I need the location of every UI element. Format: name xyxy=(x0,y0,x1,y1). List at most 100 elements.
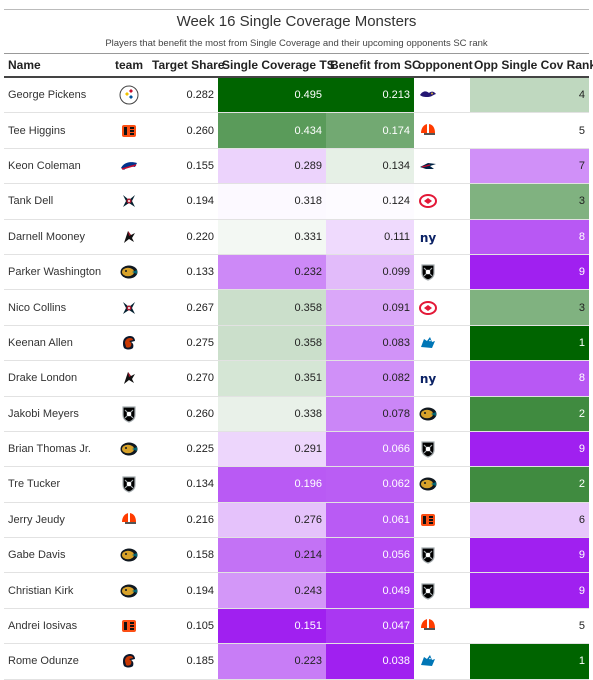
team-cell xyxy=(110,572,148,609)
benefit-cell: 0.062 xyxy=(326,466,414,503)
table-row: Parker Washington 0.133 0.232 0.099 9 xyxy=(4,254,589,291)
benefit-cell: 0.082 xyxy=(326,360,414,397)
lions-logo xyxy=(418,333,438,353)
player-name: Jakobi Meyers xyxy=(4,396,110,432)
opp-rank-cell: 5 xyxy=(470,112,589,149)
table-row: Gabe Davis 0.158 0.214 0.056 9 xyxy=(4,537,589,574)
col-header-team: team xyxy=(110,53,148,78)
benefit-cell: 0.174 xyxy=(326,112,414,149)
col-header-opponent: opponent xyxy=(414,53,473,78)
benefit-cell: 0.083 xyxy=(326,325,414,362)
team-cell xyxy=(110,502,148,539)
single-coverage-ts-cell: 0.151 xyxy=(218,608,326,645)
single-coverage-ts-cell: 0.495 xyxy=(218,77,326,114)
player-name: Keenan Allen xyxy=(4,325,110,362)
target-share-cell: 0.185 xyxy=(148,643,218,680)
jaguars-logo xyxy=(119,581,139,601)
player-name: Drake London xyxy=(4,360,110,397)
lions-logo xyxy=(418,651,438,671)
svg-text:ny: ny xyxy=(420,231,437,245)
raiders-logo xyxy=(119,404,139,424)
opponent-cell xyxy=(414,112,470,149)
team-cell xyxy=(110,148,148,185)
table-row: Tank Dell 0.194 0.318 0.124 3 xyxy=(4,183,589,220)
stats-table: Name team Target Share Single Coverage T… xyxy=(4,53,593,680)
target-share-cell: 0.155 xyxy=(148,148,218,185)
browns-logo xyxy=(418,121,438,141)
bills-logo xyxy=(119,156,139,176)
svg-text:ny: ny xyxy=(420,372,437,386)
team-cell xyxy=(110,360,148,397)
target-share-cell: 0.134 xyxy=(148,466,218,503)
player-name: Tee Higgins xyxy=(4,112,110,149)
target-share-cell: 0.282 xyxy=(148,77,218,114)
target-share-cell: 0.260 xyxy=(148,112,218,149)
opp-rank-cell: 8 xyxy=(470,360,589,397)
single-coverage-ts-cell: 0.223 xyxy=(218,643,326,680)
header-row: Name team Target Share Single Coverage T… xyxy=(4,53,593,78)
opp-rank-cell: 9 xyxy=(470,572,589,609)
col-header-single-coverage-ts: Single Coverage TS xyxy=(218,53,335,78)
table-row: Drake London 0.270 0.351 0.082 ny 8 xyxy=(4,360,589,397)
table-row: Andrei Iosivas 0.105 0.151 0.047 5 xyxy=(4,608,589,645)
player-name: Tank Dell xyxy=(4,183,110,220)
player-name: Nico Collins xyxy=(4,289,110,326)
target-share-cell: 0.133 xyxy=(148,254,218,291)
opponent-cell xyxy=(414,502,470,539)
table-row: Keon Coleman 0.155 0.289 0.134 7 xyxy=(4,148,589,185)
player-name: Gabe Davis xyxy=(4,537,110,574)
player-name: Christian Kirk xyxy=(4,572,110,609)
target-share-cell: 0.194 xyxy=(148,183,218,220)
table-row: Christian Kirk 0.194 0.243 0.049 9 xyxy=(4,572,589,609)
table-row: Brian Thomas Jr. 0.225 0.291 0.066 9 xyxy=(4,431,589,468)
opponent-cell xyxy=(414,466,470,503)
team-cell xyxy=(110,289,148,326)
single-coverage-ts-cell: 0.214 xyxy=(218,537,326,574)
raiders-logo xyxy=(418,545,438,565)
patriots-logo xyxy=(418,156,438,176)
opponent-cell xyxy=(414,396,470,432)
player-name: Jerry Jeudy xyxy=(4,502,110,539)
player-name: Darnell Mooney xyxy=(4,219,110,255)
target-share-cell: 0.216 xyxy=(148,502,218,539)
opponent-cell xyxy=(414,431,470,468)
raiders-logo xyxy=(119,474,139,494)
single-coverage-ts-cell: 0.276 xyxy=(218,502,326,539)
jaguars-logo xyxy=(119,439,139,459)
top-rule xyxy=(4,9,589,10)
opp-rank-cell: 2 xyxy=(470,396,589,432)
opponent-cell xyxy=(414,183,470,220)
target-share-cell: 0.194 xyxy=(148,572,218,609)
benefit-cell: 0.124 xyxy=(326,183,414,220)
team-cell xyxy=(110,643,148,680)
opp-rank-cell: 1 xyxy=(470,325,589,362)
opp-rank-cell: 1 xyxy=(470,643,589,680)
opponent-cell xyxy=(414,572,470,609)
single-coverage-ts-cell: 0.338 xyxy=(218,396,326,432)
single-coverage-ts-cell: 0.331 xyxy=(218,219,326,255)
opp-rank-cell: 9 xyxy=(470,537,589,574)
player-name: Parker Washington xyxy=(4,254,110,291)
raiders-logo xyxy=(418,262,438,282)
table-row: Jerry Jeudy 0.216 0.276 0.061 6 xyxy=(4,502,589,539)
benefit-cell: 0.091 xyxy=(326,289,414,326)
chiefs-logo xyxy=(418,298,438,318)
team-cell xyxy=(110,466,148,503)
single-coverage-ts-cell: 0.196 xyxy=(218,466,326,503)
player-name: George Pickens xyxy=(4,77,110,114)
browns-logo xyxy=(119,510,139,530)
col-header-target-share: Target Share xyxy=(148,53,224,78)
texans-logo xyxy=(119,298,139,318)
bears-logo xyxy=(119,651,139,671)
team-cell xyxy=(110,325,148,362)
raiders-logo xyxy=(418,439,438,459)
opponent-cell xyxy=(414,77,470,114)
team-cell xyxy=(110,183,148,220)
bengals-logo xyxy=(418,510,438,530)
table-row: Jakobi Meyers 0.260 0.338 0.078 2 xyxy=(4,396,589,432)
single-coverage-ts-cell: 0.358 xyxy=(218,325,326,362)
team-cell xyxy=(110,608,148,645)
single-coverage-ts-cell: 0.289 xyxy=(218,148,326,185)
player-name: Andrei Iosivas xyxy=(4,608,110,645)
